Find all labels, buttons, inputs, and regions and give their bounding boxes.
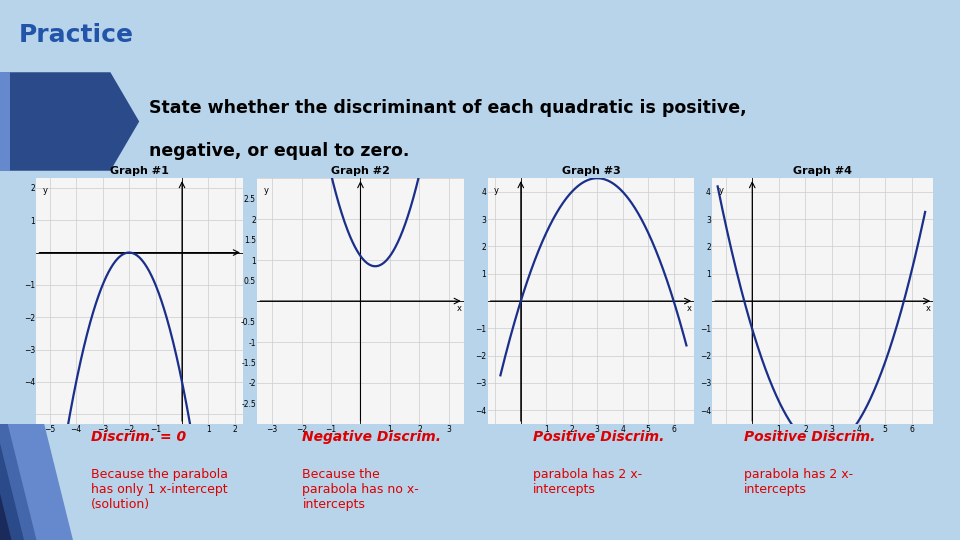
Text: Practice: Practice [19,23,134,47]
Polygon shape [0,424,60,540]
Text: x: x [687,304,692,313]
Title: Graph #3: Graph #3 [562,166,620,176]
Text: y: y [263,186,269,194]
Text: parabola has 2 x-
intercepts: parabola has 2 x- intercepts [533,468,642,496]
Polygon shape [0,424,36,540]
Text: x: x [925,304,931,313]
Polygon shape [0,72,139,171]
Text: Because the parabola
has only 1 x-intercept
(solution): Because the parabola has only 1 x-interc… [91,468,228,511]
Text: parabola has 2 x-
intercepts: parabola has 2 x- intercepts [744,468,853,496]
Polygon shape [0,72,10,171]
Text: Positive Discrim.: Positive Discrim. [744,430,876,444]
Polygon shape [0,424,48,540]
Text: x: x [457,304,462,313]
Polygon shape [8,424,73,540]
Title: Graph #2: Graph #2 [331,166,390,176]
Text: Positive Discrim.: Positive Discrim. [533,430,664,444]
Text: State whether the discriminant of each quadratic is positive,: State whether the discriminant of each q… [149,99,747,117]
Title: Graph #4: Graph #4 [793,166,852,176]
Text: y: y [493,186,499,194]
Text: Because the
parabola has no x-
intercepts: Because the parabola has no x- intercept… [302,468,420,511]
Text: Negative Discrim.: Negative Discrim. [302,430,442,444]
Title: Graph #1: Graph #1 [110,166,169,176]
Text: negative, or equal to zero.: negative, or equal to zero. [149,142,409,160]
Text: y: y [42,186,48,194]
Text: y: y [719,186,724,194]
Text: Discrim. = 0: Discrim. = 0 [91,430,186,444]
